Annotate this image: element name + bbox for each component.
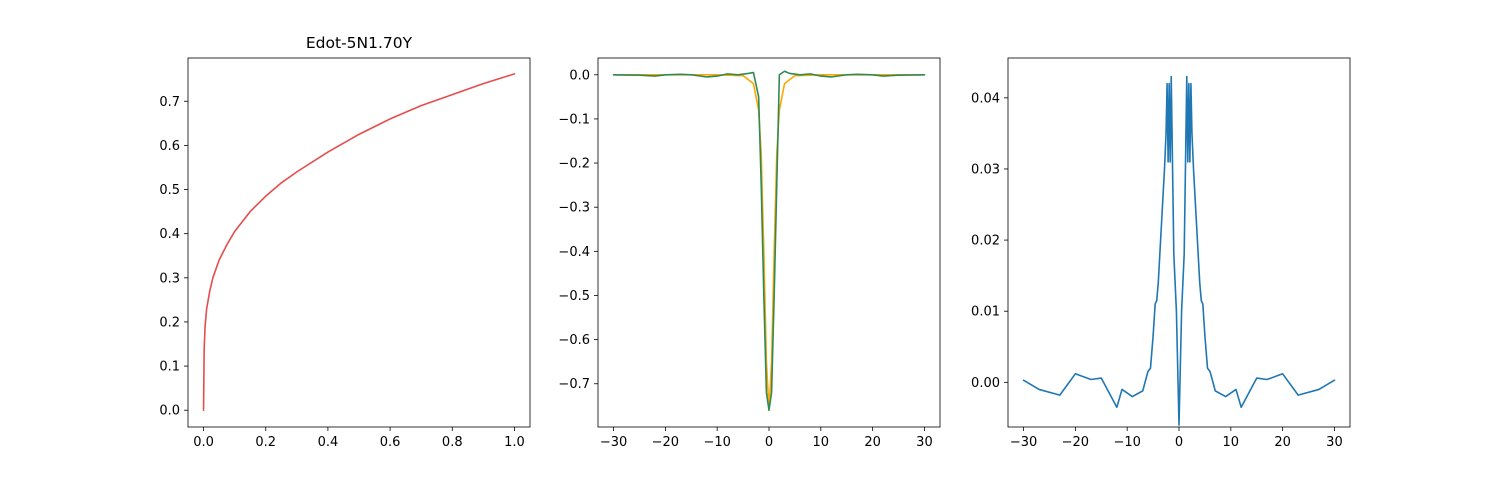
x-tick-label: 30: [1326, 435, 1343, 450]
y-tick-label: 0.3: [159, 271, 180, 286]
y-tick-label: 0.1: [159, 360, 180, 375]
axes-frame: [187, 57, 531, 428]
x-tick-label: −10: [703, 435, 730, 450]
y-tick-label: 0.00: [971, 376, 1000, 391]
x-tick-label: 0.6: [380, 435, 401, 450]
series-line-2-2: [612, 70, 926, 412]
x-tick-label: 0.8: [442, 435, 463, 450]
y-tick-label: −0.1: [558, 112, 590, 127]
axes-panel-2: −30 −20 −10 0 10 20 30 0.0 −0.1 −0.2 −0.3 −0.4 −0.5 −…: [558, 57, 941, 450]
axes-panel-1: 0.0 0.2 0.4 0.6 0.8 1.0 0.0 0.1 0.2 0.3 0.4 0.5 0.6 0…: [159, 34, 531, 450]
axes-frame: [597, 57, 941, 428]
x-tick-label: 10: [813, 435, 830, 450]
y-tick-label: 0.0: [569, 68, 590, 83]
y-tick-label: −0.7: [558, 377, 590, 392]
x-tick-label: 20: [1274, 435, 1291, 450]
y-tick-label: 0.03: [971, 162, 1000, 177]
series-line-2-1: [612, 73, 926, 412]
y-tick-label: 0.7: [159, 95, 180, 110]
y-tick-label: −0.4: [558, 245, 590, 260]
y-tick-label: 0.2: [159, 315, 180, 330]
x-tick-label: −30: [600, 435, 627, 450]
x-tick-label: 10: [1223, 435, 1240, 450]
x-tick-label: 0.2: [255, 435, 276, 450]
x-tick-label: 30: [916, 435, 933, 450]
x-tick-label: 0: [765, 435, 773, 450]
x-tick-label: −30: [1010, 435, 1037, 450]
x-tick-label: −20: [1062, 435, 1089, 450]
chart-title: Edot-5N1.70Y: [306, 34, 413, 52]
series-line-3-1: [1022, 75, 1336, 426]
y-tick-label: −0.5: [558, 289, 590, 304]
axes-frame: [1007, 57, 1351, 428]
y-tick-label: 0.5: [159, 183, 180, 198]
x-tick-label: 0.0: [193, 435, 214, 450]
x-tick-label: −10: [1113, 435, 1140, 450]
x-tick-label: 20: [864, 435, 881, 450]
y-tick-label: 0.6: [159, 139, 180, 154]
x-tick-label: 1.0: [504, 435, 525, 450]
y-tick-label: −0.3: [558, 201, 590, 216]
series-line-1-1: [202, 73, 516, 412]
x-tick-label: 0.4: [318, 435, 339, 450]
y-tick-label: −0.6: [558, 333, 590, 348]
y-tick-label: 0.0: [159, 404, 180, 419]
y-tick-label: 0.02: [971, 234, 1000, 249]
y-tick-label: −0.2: [558, 157, 590, 172]
y-tick-label: 0.01: [971, 305, 1000, 320]
y-tick-label: 0.4: [159, 227, 180, 242]
y-tick-label: 0.04: [971, 91, 1000, 106]
x-tick-label: 0: [1175, 435, 1183, 450]
x-tick-label: −20: [652, 435, 679, 450]
axes-panel-3: −30 −20 −10 0 10 20 30 0.00 0.01 0.02 0.03 0.04: [971, 57, 1351, 450]
